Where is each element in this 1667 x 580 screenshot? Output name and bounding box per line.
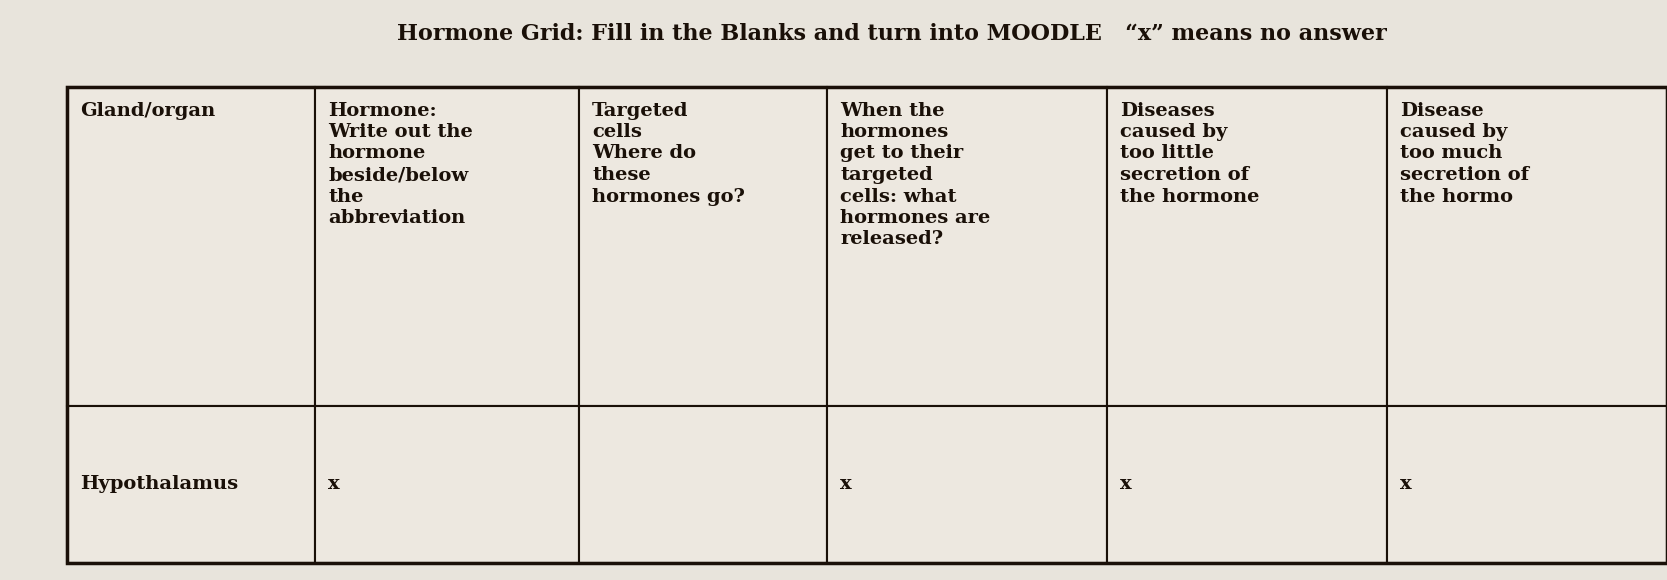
Bar bbox=[827, 405, 1107, 563]
Text: Hypothalamus: Hypothalamus bbox=[80, 475, 238, 493]
Bar bbox=[67, 87, 315, 405]
Bar bbox=[315, 405, 578, 563]
Text: Hormone Grid: Fill in the Blanks and turn into MOODLE   “x” means no answer: Hormone Grid: Fill in the Blanks and tur… bbox=[397, 23, 1387, 45]
Bar bbox=[1107, 87, 1387, 405]
Text: x: x bbox=[1400, 475, 1412, 493]
Bar bbox=[827, 87, 1107, 405]
Text: Targeted
cells
Where do
these
hormones go?: Targeted cells Where do these hormones g… bbox=[592, 102, 745, 205]
Text: When the
hormones
get to their
targeted
cells: what
hormones are
released?: When the hormones get to their targeted … bbox=[840, 102, 990, 248]
Text: x: x bbox=[1120, 475, 1132, 493]
Bar bbox=[578, 405, 827, 563]
Bar bbox=[67, 87, 1667, 563]
Bar bbox=[67, 405, 315, 563]
Text: x: x bbox=[328, 475, 340, 493]
Bar bbox=[578, 87, 827, 405]
Bar bbox=[1107, 405, 1387, 563]
Text: x: x bbox=[840, 475, 852, 493]
Text: Disease
caused by
too much
secretion of
the hormo: Disease caused by too much secretion of … bbox=[1400, 102, 1529, 205]
Text: Gland/organ: Gland/organ bbox=[80, 102, 215, 119]
Bar bbox=[1387, 405, 1667, 563]
Bar bbox=[1387, 87, 1667, 405]
Bar bbox=[315, 87, 578, 405]
Text: Hormone:
Write out the
hormone
beside/below
the
abbreviation: Hormone: Write out the hormone beside/be… bbox=[328, 102, 473, 227]
Text: Diseases
caused by
too little
secretion of
the hormone: Diseases caused by too little secretion … bbox=[1120, 102, 1260, 205]
